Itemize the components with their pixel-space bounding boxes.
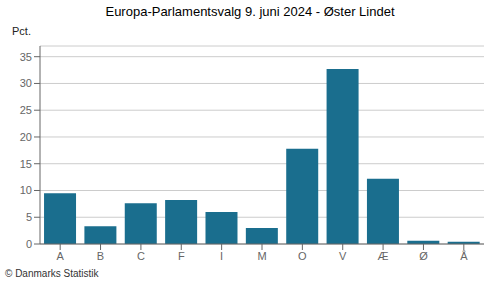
svg-text:A: A bbox=[57, 250, 65, 262]
svg-text:Ø: Ø bbox=[419, 250, 428, 262]
svg-text:35: 35 bbox=[20, 51, 32, 63]
svg-text:O: O bbox=[298, 250, 307, 262]
svg-text:0: 0 bbox=[26, 238, 32, 250]
svg-text:C: C bbox=[137, 250, 145, 262]
svg-text:Æ: Æ bbox=[378, 250, 389, 262]
svg-text:I: I bbox=[220, 250, 223, 262]
svg-text:15: 15 bbox=[20, 158, 32, 170]
svg-text:10: 10 bbox=[20, 184, 32, 196]
svg-text:30: 30 bbox=[20, 77, 32, 89]
svg-text:V: V bbox=[339, 250, 347, 262]
html-text:© Danmarks Statistik: © Danmarks Statistik bbox=[5, 268, 99, 279]
svg-text:F: F bbox=[178, 250, 185, 262]
svg-text:20: 20 bbox=[20, 131, 32, 143]
svg-text:Å: Å bbox=[460, 250, 468, 262]
html-text:Europa-Parlamentsvalg 9. juni: Europa-Parlamentsvalg 9. juni 2024 - Øst… bbox=[105, 4, 395, 19]
svg-text:5: 5 bbox=[26, 211, 32, 223]
svg-text:B: B bbox=[97, 250, 104, 262]
html-text:Pct.: Pct. bbox=[12, 25, 31, 37]
svg-text:25: 25 bbox=[20, 104, 32, 116]
svg-text:M: M bbox=[257, 250, 266, 262]
